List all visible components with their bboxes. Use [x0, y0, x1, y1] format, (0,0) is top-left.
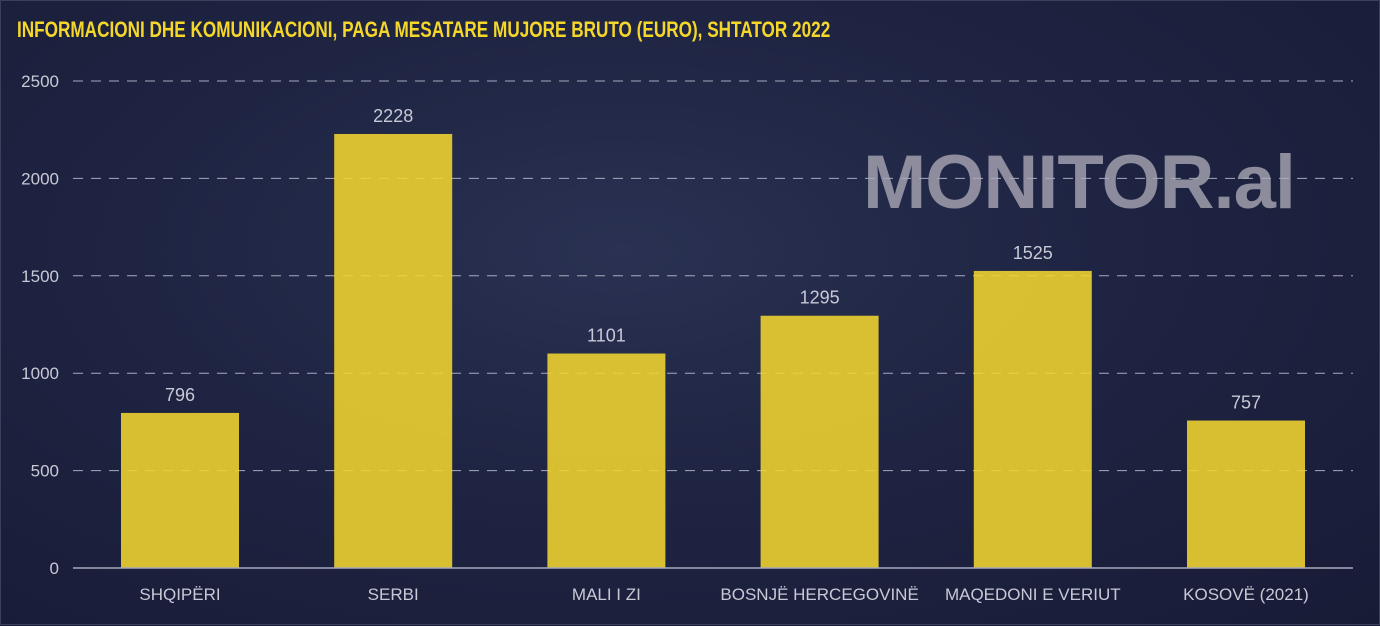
- bar: [760, 315, 879, 568]
- y-tick-label: 1500: [21, 267, 59, 286]
- chart-title: INFORMACIONI DHE KOMUNIKACIONI, PAGA MES…: [17, 17, 831, 42]
- bar: [121, 412, 239, 568]
- watermark-logo: MONITOR.al: [863, 140, 1296, 225]
- data-label: 796: [165, 385, 195, 405]
- data-label: 2228: [373, 106, 413, 126]
- bar: [334, 133, 453, 568]
- x-tick-label: KOSOVË (2021): [1183, 585, 1309, 604]
- data-label: 1525: [1013, 243, 1053, 263]
- x-tick-label: BOSNJË HERCEGOVINË: [720, 585, 918, 604]
- x-tick-label: MALI I ZI: [572, 585, 641, 604]
- x-tick-label: MAQEDONI E VERIUT: [945, 585, 1121, 604]
- y-tick-label: 2000: [21, 169, 59, 188]
- x-tick-label: SERBI: [368, 585, 419, 604]
- y-tick-label: 500: [31, 462, 59, 481]
- y-tick-label: 1000: [21, 364, 59, 383]
- data-label: 1295: [800, 288, 840, 308]
- bar: [547, 353, 666, 568]
- bar: [973, 270, 1092, 568]
- x-tick-label: SHQIPËRI: [139, 585, 220, 604]
- data-label: 1101: [587, 326, 626, 346]
- y-tick-label: 0: [50, 559, 59, 578]
- data-label: 757: [1231, 393, 1261, 413]
- bar: [1187, 420, 1305, 568]
- y-tick-label: 2500: [21, 72, 59, 91]
